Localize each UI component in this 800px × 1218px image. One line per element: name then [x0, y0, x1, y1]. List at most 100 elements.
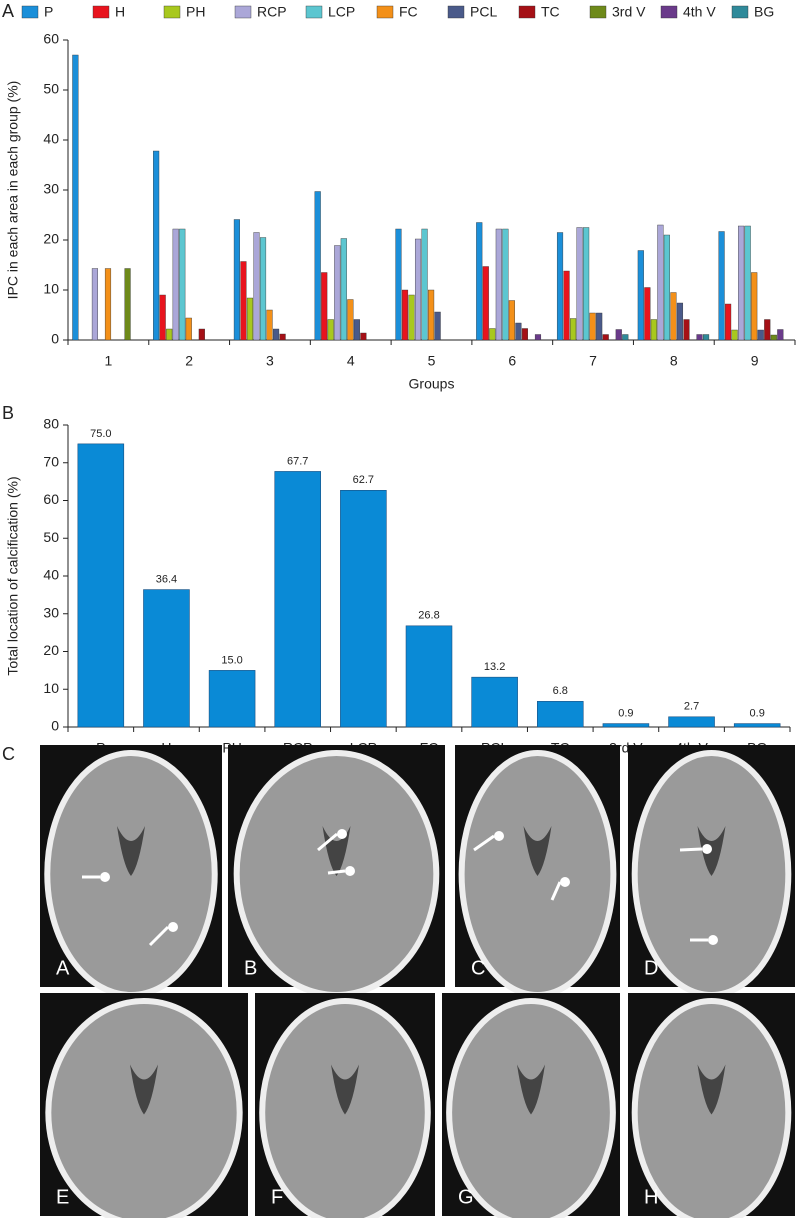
x-axis-label: Groups: [409, 376, 455, 392]
bar: [521, 328, 528, 341]
bar: [696, 334, 703, 341]
image-label: A: [56, 957, 70, 979]
value-label: 62.7: [353, 474, 374, 486]
bar: [273, 328, 280, 341]
bar: [596, 312, 603, 341]
y-tick-label: 20: [43, 642, 59, 658]
calcification: [100, 872, 110, 882]
bar: [434, 311, 441, 341]
ventricle: [517, 1064, 545, 1115]
y-axis-label: Total location of calcification (%): [5, 476, 21, 675]
bar: [536, 701, 584, 728]
bar: [314, 191, 321, 341]
bar: [340, 238, 347, 341]
bar: [489, 328, 496, 341]
arrow: [473, 834, 495, 852]
arrow: [679, 847, 703, 852]
bar: [246, 297, 254, 341]
bar: [153, 150, 160, 341]
y-tick-label: 60: [43, 31, 59, 47]
legend-swatch: [305, 5, 323, 19]
image-label: D: [644, 957, 658, 979]
bar: [274, 471, 322, 728]
ventricle: [130, 1064, 158, 1115]
legend-label: PCL: [470, 4, 497, 20]
image-label: E: [56, 1186, 69, 1208]
value-label: 15.0: [221, 654, 242, 666]
panel-label: B: [2, 403, 14, 423]
bar: [279, 333, 286, 341]
bar: [240, 261, 247, 341]
legend-swatch: [447, 5, 465, 19]
bar: [602, 723, 650, 728]
bar: [471, 676, 518, 728]
bar: [179, 228, 186, 341]
bar: [622, 334, 629, 341]
legend-swatch: [731, 5, 749, 19]
y-tick-label: 50: [43, 529, 59, 545]
ventricle: [523, 826, 552, 876]
bar: [104, 268, 112, 341]
arrow: [148, 925, 170, 947]
bar: [428, 289, 435, 341]
legend-label: LCP: [328, 4, 355, 20]
y-axis-label: IPC in each area in each group (%): [5, 81, 21, 300]
y-tick-label: 30: [43, 181, 59, 197]
value-label: 26.8: [418, 610, 439, 622]
x-tick-label: 3: [266, 353, 274, 369]
ventricle: [331, 1064, 359, 1115]
bar: [731, 329, 738, 341]
ventricle: [697, 1064, 726, 1115]
bar: [208, 670, 256, 728]
panel-label: C: [2, 744, 15, 764]
bar: [476, 222, 483, 341]
x-tick-label: 9: [751, 353, 759, 369]
bar: [334, 245, 341, 341]
bar: [143, 589, 190, 728]
calcification: [345, 866, 355, 876]
bar: [482, 266, 489, 341]
x-tick-label: 2: [185, 353, 193, 369]
bar: [77, 443, 125, 728]
value-label: 67.7: [287, 455, 308, 467]
value-label: 2.7: [684, 701, 699, 713]
bar: [777, 329, 784, 341]
y-tick-label: 80: [43, 416, 59, 432]
bar: [253, 232, 260, 341]
bar: [676, 302, 684, 341]
calcification: [708, 935, 718, 945]
bar: [534, 334, 542, 341]
x-tick-label: 6: [508, 353, 516, 369]
bar: [589, 312, 596, 341]
calcification: [560, 877, 570, 887]
bar: [360, 332, 367, 341]
panel-label: A: [2, 1, 14, 21]
bar: [615, 329, 622, 341]
y-tick-label: 30: [43, 604, 59, 620]
bar: [602, 334, 609, 341]
bar: [570, 318, 577, 341]
bar: [198, 328, 205, 341]
bar: [576, 227, 583, 341]
bar: [266, 309, 273, 341]
bar: [91, 268, 99, 341]
bar: [72, 54, 79, 341]
bar: [718, 231, 725, 341]
bar: [166, 328, 173, 341]
bar: [702, 334, 710, 341]
bar: [770, 334, 777, 341]
bar: [637, 250, 644, 341]
bar: [401, 289, 409, 341]
legend-label: PH: [186, 4, 205, 20]
bar: [353, 319, 360, 341]
bar: [683, 319, 690, 341]
bar: [515, 322, 522, 341]
bar: [502, 228, 509, 341]
bar: [556, 232, 564, 341]
bar: [172, 228, 179, 341]
arrow: [550, 881, 562, 901]
ventricle: [117, 826, 145, 876]
bar: [408, 294, 415, 341]
value-label: 0.9: [750, 708, 765, 720]
